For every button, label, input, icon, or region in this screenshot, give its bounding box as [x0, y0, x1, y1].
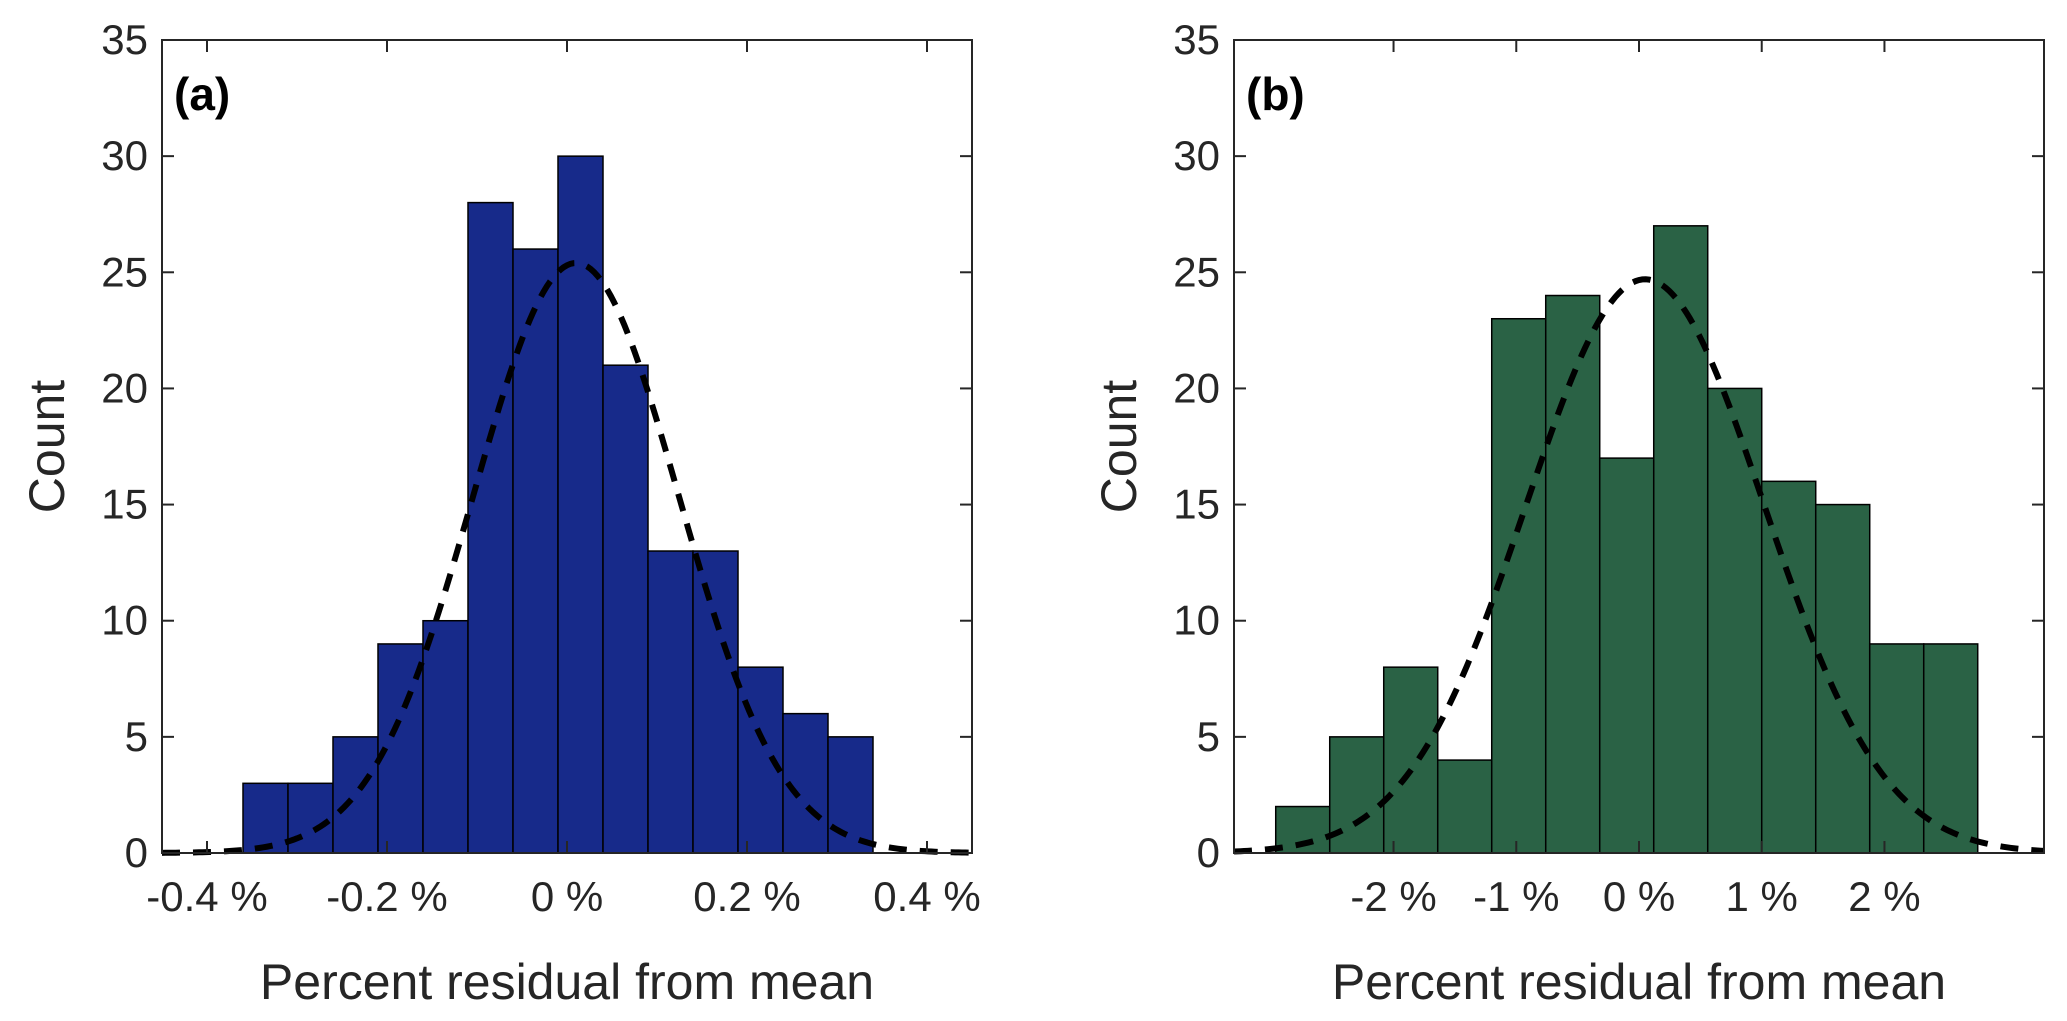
y-tick-label: 20 [101, 364, 148, 411]
x-tick-label: 2 % [1848, 873, 1920, 920]
y-axis-label: Count [1091, 380, 1147, 514]
y-axis-label: Count [19, 380, 75, 514]
histogram-bar [1760, 480, 1817, 854]
x-tick-label: -0.4 % [146, 873, 267, 920]
histogram-bar [422, 619, 469, 854]
histogram-bar [1868, 643, 1925, 854]
histogram-bar [287, 782, 334, 854]
histogram-bar [332, 736, 379, 854]
y-tick-label: 35 [101, 16, 148, 63]
y-tick-label: 10 [1173, 597, 1220, 644]
histogram-bar [827, 736, 874, 854]
x-axis-label: Percent residual from mean [1332, 954, 1946, 1010]
histogram-bar [1382, 666, 1439, 854]
x-tick-label: 0 % [531, 873, 603, 920]
panel-label: (a) [174, 68, 230, 120]
histogram-bar [242, 782, 289, 854]
histogram-bar [1652, 225, 1709, 854]
x-tick-label: -0.2 % [326, 873, 447, 920]
histogram-bar [1814, 503, 1871, 854]
y-tick-label: 30 [1173, 132, 1220, 179]
histogram-bar [602, 364, 649, 854]
y-tick-label: 25 [1173, 248, 1220, 295]
x-tick-label: -2 % [1350, 873, 1436, 920]
x-tick-label: 0.4 % [873, 873, 980, 920]
histogram-bar [467, 201, 514, 854]
x-tick-label: 0.2 % [693, 873, 800, 920]
y-tick-label: 10 [101, 597, 148, 644]
histogram-bar [1922, 643, 1979, 854]
histogram-bar [1598, 457, 1655, 854]
y-tick-label: 15 [101, 481, 148, 528]
normal-fit-curve [161, 260, 973, 856]
histogram-bar [647, 550, 694, 854]
histogram-bar [1436, 759, 1493, 854]
y-tick-label: 0 [1197, 829, 1220, 876]
histogram-bar [692, 550, 739, 854]
y-tick-label: 35 [1173, 16, 1220, 63]
histogram-bar [557, 155, 604, 854]
x-tick-label: 0 % [1603, 873, 1675, 920]
normal-fit-curve [1233, 276, 2045, 855]
x-axis-label: Percent residual from mean [260, 954, 874, 1010]
y-tick-label: 15 [1173, 481, 1220, 528]
panel-b: 0 5 10 15 20 25 30 35 -2 % -1 % 0 % 1 % 2 % Percent r… [1091, 16, 2045, 1010]
histogram-bar [1544, 294, 1601, 854]
panel-label: (b) [1246, 68, 1305, 120]
x-tick-label: -1 % [1473, 873, 1559, 920]
y-tick-label: 25 [101, 248, 148, 295]
y-tick-label: 5 [1197, 713, 1220, 760]
histogram-bar [1706, 387, 1763, 854]
y-tick-label: 30 [101, 132, 148, 179]
y-tick-label: 5 [125, 713, 148, 760]
panel-a: 0 5 10 15 20 25 30 35 -0.4 % -0.2 % 0 % 0.2 % 0.4 % P… [19, 16, 981, 1010]
y-tick-label: 0 [125, 829, 148, 876]
x-tick-label: 1 % [1726, 873, 1798, 920]
y-tick-label: 20 [1173, 364, 1220, 411]
